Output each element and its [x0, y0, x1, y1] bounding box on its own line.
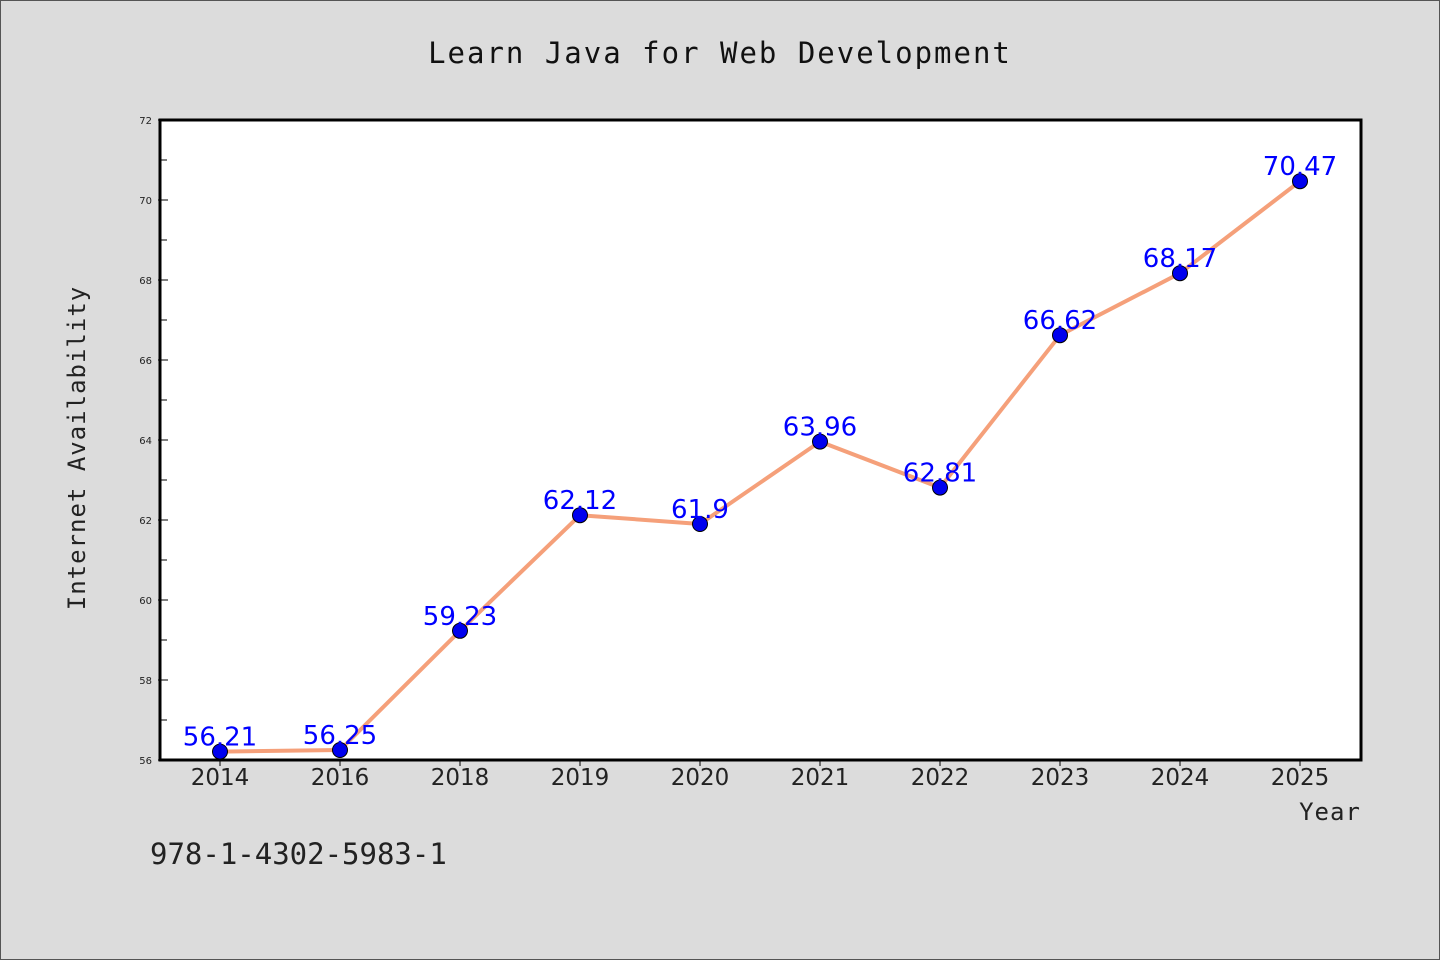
y-tick-label: 56 — [139, 756, 152, 767]
data-point — [812, 433, 828, 450]
y-tick-label: 62 — [139, 516, 152, 527]
x-tick-label: 2022 — [911, 765, 970, 791]
data-label: 62.81 — [903, 459, 977, 489]
data-point — [212, 743, 228, 760]
y-tick-label: 64 — [139, 436, 152, 447]
data-point — [1292, 173, 1308, 190]
x-tick-label: 2016 — [311, 765, 370, 791]
y-tick-label: 72 — [139, 116, 152, 127]
data-point — [332, 742, 348, 758]
x-tick-label: 2023 — [1031, 765, 1090, 791]
x-tick-label: 2018 — [431, 765, 490, 791]
chart-title: Learn Java for Web Development — [428, 36, 1012, 70]
data-point — [1172, 265, 1188, 282]
data-label: 61.9 — [671, 495, 729, 525]
data-point — [692, 516, 708, 532]
x-tick-label: 2019 — [551, 765, 610, 791]
series-layer: 56.21 56.25 59.23 62.12 61.9 63.96 62.81 66.62 6… — [183, 152, 1337, 760]
x-axis-label: Year — [1299, 798, 1361, 826]
data-label: 56.25 — [303, 721, 377, 751]
data-point — [1052, 327, 1068, 344]
y-tick-label: 58 — [139, 676, 152, 687]
data-point — [572, 507, 588, 524]
isbn-footer: 978-1-4302-5983-1 — [150, 837, 447, 871]
y-tick-label: 66 — [139, 356, 152, 367]
y-axis: 56 58 60 62 64 66 68 70 72 — [139, 116, 168, 767]
data-label: 59.23 — [423, 602, 497, 632]
y-tick-label: 68 — [139, 276, 152, 287]
y-tick-label: 70 — [139, 196, 152, 207]
data-point — [932, 479, 948, 496]
y-axis-label: Internet Availability — [63, 286, 91, 610]
data-label: 66.62 — [1023, 306, 1097, 336]
data-label: 68.17 — [1143, 244, 1217, 274]
x-tick-label: 2020 — [671, 765, 730, 791]
plot-area — [158, 118, 1363, 762]
x-axis: 2014 2016 2018 2019 2020 2021 2022 2023 2024 2025 — [191, 760, 1330, 791]
x-tick-label: 2024 — [1151, 765, 1210, 791]
data-label: 63.96 — [783, 413, 857, 443]
x-tick-label: 2025 — [1271, 765, 1330, 791]
y-tick-label: 60 — [139, 596, 152, 607]
data-label: 70.47 — [1263, 152, 1337, 182]
data-label: 62.12 — [543, 486, 617, 516]
x-tick-label: 2014 — [191, 765, 250, 791]
data-label: 56.21 — [183, 723, 257, 753]
x-tick-label: 2021 — [791, 765, 850, 791]
series-line — [219, 179, 1302, 754]
data-point — [452, 622, 468, 639]
